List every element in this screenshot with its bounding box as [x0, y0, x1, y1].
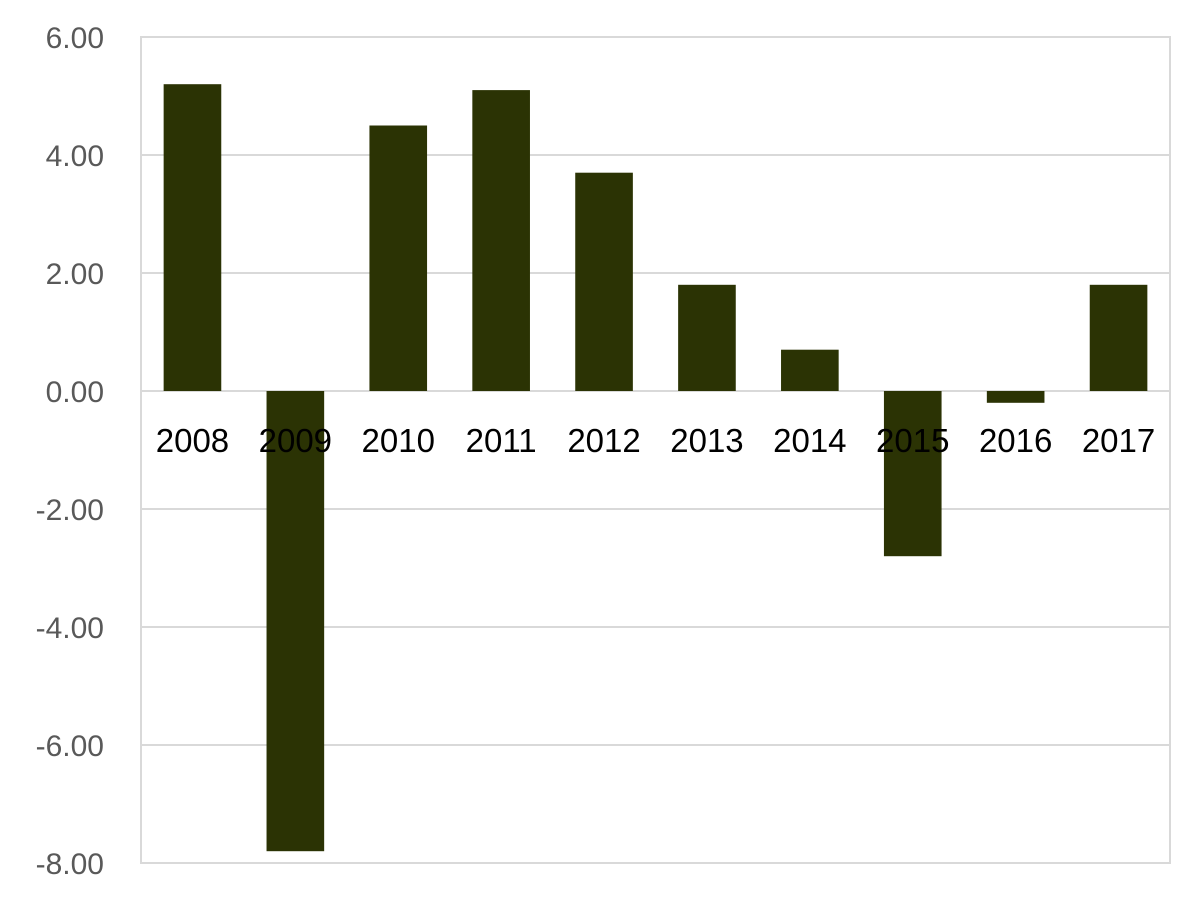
y-tick-label: 0.00	[46, 376, 104, 409]
x-tick-label: 2017	[1082, 422, 1155, 459]
bar-2010	[369, 125, 428, 391]
y-tick-label: -4.00	[36, 612, 104, 645]
bars	[163, 84, 1148, 852]
x-tick-label: 2008	[156, 422, 229, 459]
y-axis-tick-labels: 6.00 4.00 2.00 0.00 -2.00 -4.00 -6.00 -8.00	[36, 22, 104, 881]
y-tick-label: 2.00	[46, 258, 104, 291]
x-tick-label: 2015	[876, 422, 949, 459]
y-tick-label: -6.00	[36, 730, 104, 763]
x-tick-label: 2010	[362, 422, 435, 459]
bar-2016	[986, 391, 1045, 403]
y-tick-label: 4.00	[46, 140, 104, 173]
bar-2008	[163, 84, 222, 391]
y-tick-label: 6.00	[46, 22, 104, 55]
x-axis-tick-labels: 2008 2009 2010 2011 2012 2013 2014 2015 2016 2017	[156, 422, 1156, 459]
x-tick-label: 2009	[259, 422, 332, 459]
x-tick-label: 2016	[979, 422, 1052, 459]
y-tick-label: -8.00	[36, 848, 104, 881]
bar-2009	[266, 391, 325, 852]
bar-2013	[678, 284, 736, 391]
x-tick-label: 2013	[670, 422, 743, 459]
bar-2014	[781, 349, 839, 391]
x-tick-label: 2011	[466, 422, 537, 459]
y-tick-label: -2.00	[36, 494, 104, 527]
x-tick-label: 2014	[773, 422, 846, 459]
bar-2017	[1089, 284, 1148, 391]
bar-2011	[472, 90, 530, 391]
bar-2015	[883, 391, 942, 557]
bar-2012	[575, 172, 633, 391]
x-tick-label: 2012	[567, 422, 640, 459]
